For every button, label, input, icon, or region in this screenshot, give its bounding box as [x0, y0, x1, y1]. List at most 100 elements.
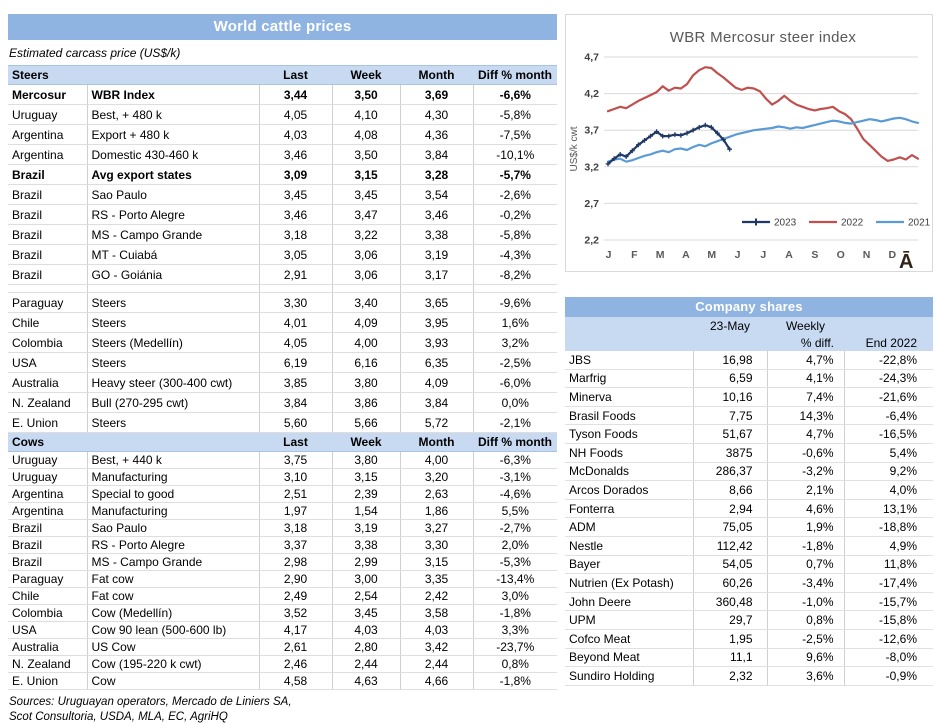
diff-cell: -9,6%: [472, 292, 558, 313]
last-cell: 2,51: [258, 485, 333, 503]
last-cell: 2,90: [258, 570, 333, 588]
country-cell: Chile: [8, 587, 87, 605]
x-tick-label: M: [656, 249, 665, 261]
price-row: Colombia Steers (Medellín) 4,05 4,00 3,93 3,2…: [8, 332, 558, 353]
y-tick-label: 3,2: [584, 161, 599, 173]
price-cell: 16,98: [692, 351, 767, 370]
share-row: Beyond Meat 11,1 9,6% -8,0%: [565, 648, 933, 668]
country-cell: Mercosur: [8, 84, 87, 105]
share-row: Fonterra 2,94 4,6% 13,1%: [565, 499, 933, 519]
section-label: Cows: [8, 432, 260, 452]
week-cell: 2,44: [331, 655, 401, 673]
month-cell: 3,15: [399, 553, 474, 571]
company-name-cell: Marfrig: [565, 369, 693, 389]
country-cell: USA: [8, 621, 87, 639]
month-cell: 4,66: [399, 672, 474, 690]
price-row: Brazil Avg export states 3,09 3,15 3,28 -5,7%: [8, 164, 558, 185]
week-cell: 4,10: [331, 104, 401, 125]
last-cell: 3,10: [258, 468, 333, 486]
country-cell: Brazil: [8, 164, 87, 185]
company-shares-title: Company shares: [565, 297, 933, 317]
week-cell: 4,63: [331, 672, 401, 690]
month-cell: 3,54: [399, 184, 474, 205]
logo-glyph: Ā: [899, 251, 913, 271]
diff-cell: -2,6%: [472, 184, 558, 205]
company-name-cell: UPM: [565, 610, 693, 630]
month-cell: 3,20: [399, 468, 474, 486]
price-row: Brazil RS - Porto Alegre 3,37 3,38 3,30 2,0%: [8, 536, 558, 554]
shares-header-blank-2: [844, 317, 933, 334]
item-cell: US Cow: [86, 638, 260, 656]
last-cell: 3,09: [258, 164, 333, 185]
month-cell: 4,03: [399, 621, 474, 639]
company-name-cell: Beyond Meat: [565, 648, 693, 668]
end-2022-cell: -16,5%: [843, 424, 933, 444]
price-row: Mercosur WBR Index 3,44 3,50 3,69 -6,6%: [8, 84, 558, 105]
price-cell: 2,94: [692, 499, 767, 519]
company-name-cell: John Deere: [565, 592, 693, 612]
end-2022-cell: -15,7%: [843, 592, 933, 612]
month-cell: 3,84: [399, 144, 474, 165]
week-cell: 2,54: [331, 587, 401, 605]
price-row: Brazil MS - Campo Grande 3,18 3,22 3,38 -5,8%: [8, 224, 558, 245]
weekly-diff-cell: 4,6%: [766, 499, 844, 519]
weekly-diff-cell: -1,0%: [766, 592, 844, 612]
item-cell: Cow 90 lean (500-600 lb): [86, 621, 260, 639]
item-cell: Steers: [86, 312, 260, 333]
last-cell: 2,91: [258, 264, 333, 285]
month-cell: 5,72: [399, 412, 474, 433]
company-name-cell: Brasil Foods: [565, 406, 693, 426]
price-row: Argentina Domestic 430-460 k 3,46 3,50 3,84-…: [8, 144, 558, 165]
last-cell: 5,60: [258, 412, 333, 433]
item-cell: Steers (Medellín): [86, 332, 260, 353]
item-cell: Domestic 430-460 k: [86, 144, 260, 165]
month-cell: 3,30: [399, 536, 474, 554]
price-row: Brazil RS - Porto Alegre 3,46 3,47 3,46 -0,2%: [8, 204, 558, 225]
x-tick-label: J: [735, 249, 741, 261]
diff-cell: -3,1%: [472, 468, 558, 486]
last-cell: 2,98: [258, 553, 333, 571]
last-cell: 2,46: [258, 655, 333, 673]
country-cell: N. Zealand: [8, 655, 87, 673]
column-header-2: Month: [400, 65, 474, 85]
company-name-cell: Tyson Foods: [565, 424, 693, 444]
item-cell: Special to good: [86, 485, 260, 503]
price-row: USA Steers 6,19 6,16 6,35 -2,5%: [8, 352, 558, 373]
end-2022-cell: -12,6%: [843, 629, 933, 649]
price-row: Uruguay Best, + 480 k 4,05 4,10 4,30 -5,8%: [8, 104, 558, 125]
company-name-cell: Nestle: [565, 536, 693, 556]
weekly-diff-cell: 7,4%: [766, 387, 844, 407]
month-cell: 4,30: [399, 104, 474, 125]
diff-cell: -4,6%: [472, 485, 558, 503]
month-cell: 3,69: [399, 84, 474, 105]
price-row: Australia US Cow 2,61 2,80 3,42 -23,7%: [8, 638, 558, 656]
month-cell: 3,19: [399, 244, 474, 265]
world-cattle-prices-panel: World cattle prices Estimated carcass pr…: [8, 14, 558, 724]
item-cell: MT - Cuiabá: [86, 244, 260, 265]
item-cell: WBR Index: [86, 84, 260, 105]
week-cell: 3,50: [331, 84, 401, 105]
month-cell: 6,35: [399, 352, 474, 373]
chart-title: WBR Mercosur steer index: [670, 29, 857, 46]
diff-cell: -23,7%: [472, 638, 558, 656]
diff-cell: -10,1%: [472, 144, 558, 165]
sources-note: Sources: Uruguayan operators, Mercado de…: [8, 695, 557, 724]
weekly-diff-cell: 2,1%: [766, 480, 844, 500]
price-cell: 8,66: [692, 480, 767, 500]
shares-header-end-2022: End 2022: [844, 334, 933, 351]
month-cell: 3,38: [399, 224, 474, 245]
world-cattle-prices-title: World cattle prices: [8, 14, 557, 40]
week-cell: 3,80: [331, 372, 401, 393]
right-panel: WBR Mercosur steer index US$/k cwt 4,7 4,2 3…: [565, 14, 933, 686]
country-cell: Brazil: [8, 224, 87, 245]
last-cell: 3,18: [258, 519, 333, 537]
end-2022-cell: -6,4%: [843, 406, 933, 426]
item-cell: Cow (Medellín): [86, 604, 260, 622]
shares-header-blank-3: [565, 334, 693, 351]
legend-marker: [752, 218, 760, 226]
diff-cell: -8,2%: [472, 264, 558, 285]
price-row: Argentina Special to good 2,51 2,39 2,63 -4,6…: [8, 485, 558, 503]
month-cell: 3,95: [399, 312, 474, 333]
country-cell: Australia: [8, 372, 87, 393]
diff-cell: -5,3%: [472, 553, 558, 571]
